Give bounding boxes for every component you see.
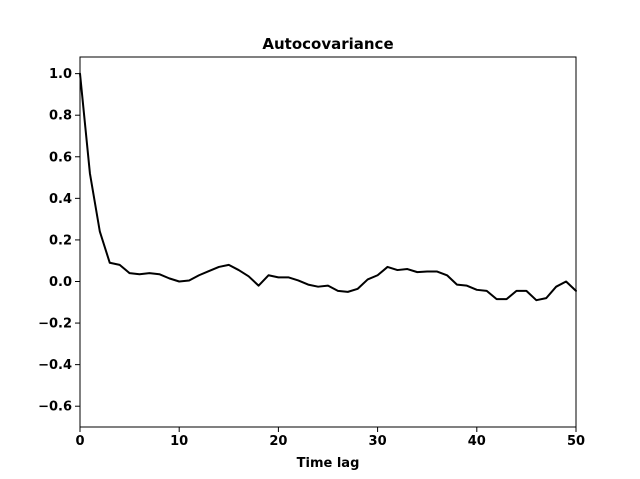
- y-tick-label: −0.2: [38, 317, 72, 332]
- x-tick-label: 0: [75, 434, 84, 449]
- y-axis: −0.6 −0.4 −0.2 0.0 0.2 0.4 0.6 0.8 1.0: [38, 67, 80, 415]
- y-tick-label: −0.4: [38, 358, 72, 373]
- series-line: [79, 72, 577, 302]
- plot-frame: [79, 56, 577, 428]
- y-tick-label: −0.6: [38, 400, 72, 415]
- x-axis: 0 10 20 30 40 50: [75, 427, 585, 449]
- x-axis-title: Time lag: [297, 456, 360, 471]
- x-tick-label: 20: [269, 434, 287, 449]
- x-tick-label: 10: [170, 434, 188, 449]
- x-tick-label: 30: [369, 434, 387, 449]
- y-tick-label: 0.2: [49, 233, 72, 248]
- y-tick-label: 0.4: [49, 192, 72, 207]
- y-tick-label: 1.0: [49, 67, 72, 82]
- plot-area: [79, 56, 577, 428]
- chart-title: Autocovariance: [262, 35, 393, 53]
- x-tick-label: 50: [567, 434, 585, 449]
- y-tick-label: 0.0: [49, 275, 72, 290]
- y-tick-label: 0.8: [49, 109, 72, 124]
- x-tick-label: 40: [468, 434, 486, 449]
- y-tick-label: 0.6: [49, 150, 72, 165]
